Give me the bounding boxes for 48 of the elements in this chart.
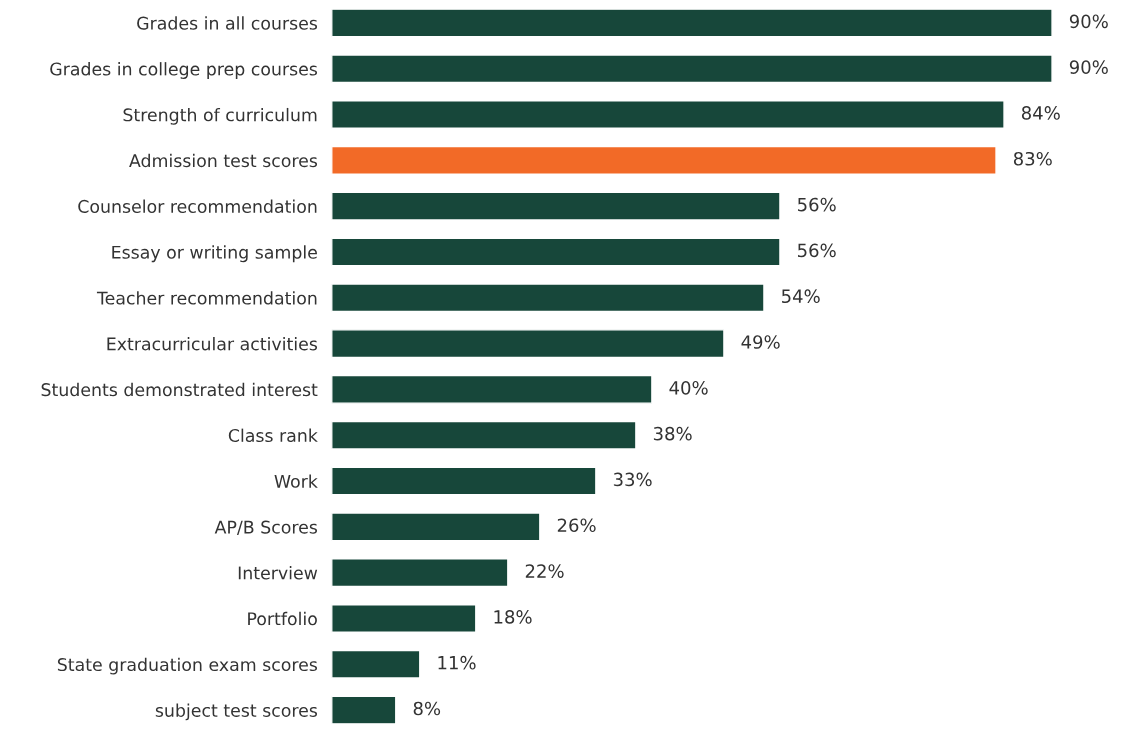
data-label: 33% — [613, 472, 652, 487]
y-tick-label: Portfolio — [248, 611, 317, 626]
y-tick-label: Class rank — [228, 428, 318, 443]
bar — [331, 283, 765, 313]
data-label: 22% — [525, 564, 564, 578]
data-label: 83% — [1013, 151, 1052, 166]
y-tick-label: Extracurricular activities — [107, 337, 318, 351]
y-tick-label: Interview — [238, 566, 318, 580]
data-label: 38% — [653, 426, 692, 441]
data-label: 90% — [1069, 60, 1108, 74]
bar — [331, 237, 781, 267]
y-tick-label: Students demonstrated interest — [41, 382, 318, 397]
data-label: 49% — [741, 335, 780, 349]
bar — [331, 466, 597, 496]
y-tick-label: Essay or writing sample — [112, 245, 317, 263]
data-label: 56% — [798, 197, 836, 212]
data-label: 18% — [494, 610, 532, 624]
bar — [331, 649, 421, 679]
y-tick-label: Teacher recommendation — [96, 291, 317, 305]
y-tick-label: Strength of curriculum — [123, 107, 317, 125]
bar — [331, 695, 397, 725]
data-label: 8% — [413, 701, 441, 716]
bar — [331, 374, 653, 404]
y-tick-label: AP/B Scores — [214, 520, 318, 536]
data-label: 84% — [1021, 106, 1060, 120]
y-tick-label: Grades in all courses — [137, 16, 318, 30]
bar — [331, 100, 1005, 129]
y-tick-label: Counselor recommendation — [78, 199, 317, 213]
bar — [331, 329, 725, 359]
bar — [331, 604, 477, 633]
y-tick-label: State graduation exam scores — [57, 657, 318, 675]
data-label: 26% — [557, 518, 596, 533]
bar — [331, 558, 509, 588]
y-tick-label: Grades in college prep courses — [50, 62, 318, 79]
data-label: 54% — [782, 289, 820, 304]
bar — [331, 191, 781, 221]
y-tick-label: subject test scores — [155, 703, 318, 721]
data-label: 11% — [438, 655, 476, 670]
bar — [331, 420, 637, 450]
bar — [331, 145, 997, 175]
data-label: 56% — [798, 243, 836, 258]
data-label: 40% — [669, 380, 708, 395]
bar — [331, 54, 1053, 84]
bar — [331, 512, 541, 542]
data-label: 90% — [1069, 14, 1108, 29]
bar — [331, 8, 1053, 38]
y-tick-label: Work — [274, 474, 318, 488]
y-tick-label: Admission test scores — [129, 153, 318, 168]
